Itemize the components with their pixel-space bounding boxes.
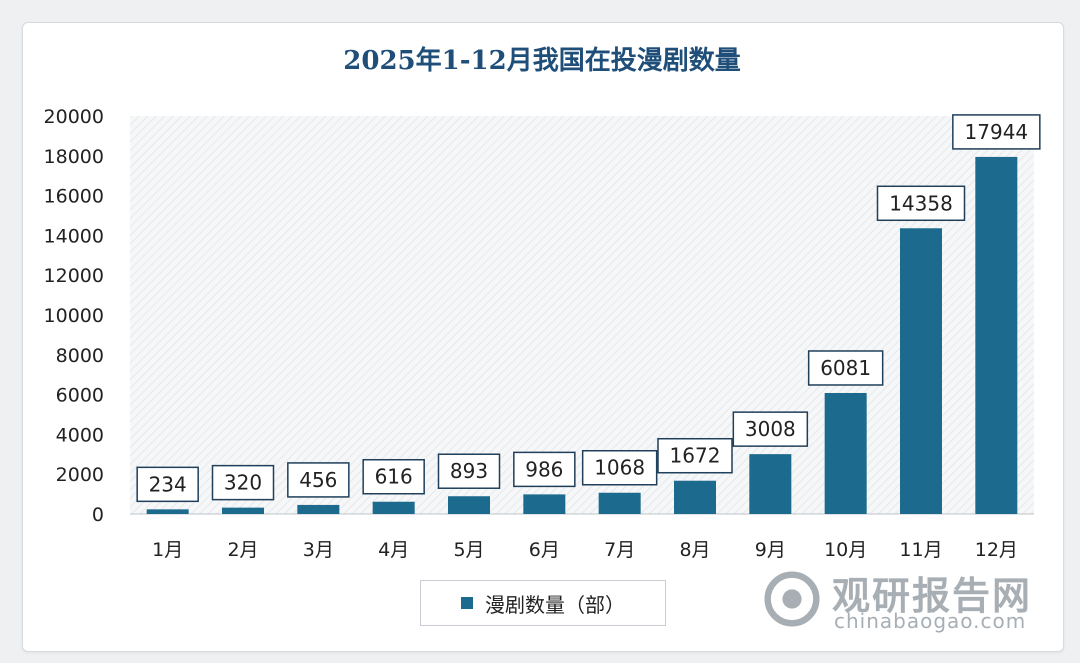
data-label-box (581, 449, 658, 486)
data-label-box (952, 114, 1041, 150)
x-tick-label: 11月 (899, 539, 942, 561)
bar (448, 496, 490, 514)
y-tick-label: 2000 (56, 464, 104, 486)
data-label-box (362, 458, 425, 495)
y-tick-label: 18000 (44, 146, 104, 168)
data-label: 320 (224, 471, 262, 495)
x-tick-label: 4月 (378, 539, 409, 561)
data-label: 986 (525, 457, 563, 481)
data-label: 234 (149, 472, 187, 496)
y-tick-label: 0 (92, 504, 104, 526)
y-tick-label: 16000 (44, 186, 104, 208)
bar (975, 156, 1018, 514)
data-label-box (732, 411, 809, 447)
data-label: 3008 (745, 417, 796, 441)
chart-legend: 漫剧数量（部） (420, 580, 666, 626)
x-tick-label: 3月 (303, 539, 334, 561)
bar (824, 392, 867, 514)
data-label: 6081 (820, 356, 871, 380)
y-tick-label: 12000 (44, 265, 104, 287)
data-label: 616 (375, 465, 413, 489)
corner-watermark-logo-icon (764, 571, 820, 627)
corner-watermark: 观研报告网 chinabaogao.com (760, 563, 1060, 633)
y-tick-label: 14000 (44, 225, 104, 247)
x-tick-label: 9月 (755, 539, 786, 561)
bar (598, 492, 641, 514)
legend-swatch (461, 597, 473, 609)
data-label: 14358 (889, 191, 953, 215)
y-tick-label: 20000 (44, 106, 104, 128)
data-label-box (211, 464, 275, 501)
corner-watermark-brand: 观研报告网 (832, 574, 1033, 618)
x-tick-label: 7月 (604, 539, 635, 561)
data-label: 17944 (965, 120, 1029, 144)
x-tick-label: 5月 (453, 539, 484, 561)
x-tick-label: 6月 (529, 539, 560, 561)
data-label-box (136, 466, 199, 503)
x-tick-label: 12月 (975, 539, 1018, 561)
data-label: 1068 (594, 456, 645, 480)
y-tick-label: 4000 (56, 424, 104, 446)
y-tick-label: 8000 (56, 345, 104, 367)
data-label: 1672 (670, 444, 721, 468)
data-label-box (437, 453, 501, 489)
plot-area (130, 116, 1034, 514)
data-label: 456 (299, 468, 337, 492)
bar (372, 501, 415, 514)
corner-watermark-url: chinabaogao.com (834, 609, 1027, 633)
y-tick-label: 10000 (44, 305, 104, 327)
x-tick-label: 8月 (679, 539, 710, 561)
data-label-box (287, 462, 350, 498)
data-label-box (807, 350, 884, 386)
bar (146, 509, 189, 514)
x-tick-label: 1月 (152, 539, 183, 561)
bar (674, 480, 716, 514)
data-label-box (657, 437, 733, 474)
bar (749, 454, 792, 514)
legend-label: 漫剧数量（部） (485, 592, 625, 617)
y-tick-label: 6000 (56, 385, 104, 407)
data-label-box (876, 185, 966, 222)
bar (523, 494, 566, 514)
data-label: 893 (450, 459, 488, 483)
x-tick-label: 10月 (824, 539, 867, 561)
x-tick-label: 2月 (227, 539, 258, 561)
chart-title: 2025年1-12月我国在投漫剧数量 (343, 46, 741, 76)
bar (297, 504, 340, 514)
bar (222, 507, 264, 514)
bar (900, 228, 942, 514)
data-label-box (513, 451, 576, 488)
